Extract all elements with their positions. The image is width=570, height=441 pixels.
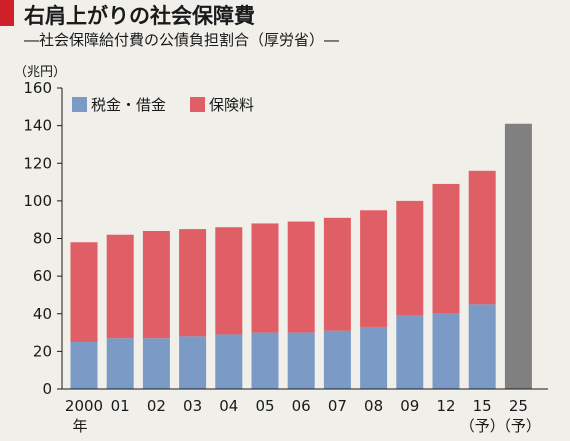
bar-segment-insurance (432, 183, 460, 314)
y-tick-label: 120 (23, 154, 52, 172)
y-tick-label: 140 (23, 117, 52, 135)
x-tick-label: 05 (255, 397, 274, 415)
bar-segment-insurance (396, 200, 424, 316)
legend-label-tax: 税金・借金 (91, 96, 166, 114)
x-tick-sublabel: （予） (460, 417, 505, 435)
bar-segment-insurance (215, 227, 243, 335)
y-tick-label: 20 (33, 342, 52, 360)
y-tick-label: 80 (33, 230, 52, 248)
bar-segment-tax (251, 332, 279, 389)
bar-segment-insurance (106, 234, 134, 339)
bar-segment-tax (323, 330, 351, 389)
x-tick-label: 15 (473, 397, 492, 415)
bar-segment-insurance (360, 210, 388, 327)
bar-segment-tax (215, 334, 243, 389)
bar-segment-tax (70, 341, 98, 389)
bar-segment-tax (468, 304, 496, 389)
y-tick-label: 40 (33, 305, 52, 323)
bar-segment-tax (142, 338, 170, 389)
y-tick-label: 0 (42, 380, 52, 398)
bar-segment-tax (432, 313, 460, 389)
bar-segment-insurance (251, 223, 279, 333)
chart-title: 右肩上がりの社会保障費 (24, 4, 255, 28)
x-tick-sublabel: （予） (496, 417, 541, 435)
bar-total-forecast (504, 123, 532, 390)
x-tick-sublabel: 年 (72, 417, 87, 435)
bar-segment-insurance (179, 229, 207, 337)
bar-segment-tax (179, 336, 207, 389)
title-accent-bar (0, 0, 14, 26)
y-axis-unit-label: （兆円） (14, 65, 66, 80)
x-tick-label: 04 (219, 397, 238, 415)
bar-segment-tax (360, 326, 388, 389)
y-tick-label: 60 (33, 267, 52, 285)
bar-segment-insurance (323, 217, 351, 331)
y-tick-label: 100 (23, 192, 52, 210)
x-tick-label: 06 (292, 397, 311, 415)
x-tick-label: 25 (509, 397, 528, 415)
x-tick-label: 09 (400, 397, 419, 415)
legend-swatch-insurance (190, 97, 205, 112)
x-tick-label: 08 (364, 397, 383, 415)
bar-segment-insurance (142, 230, 170, 339)
x-tick-label: 03 (183, 397, 202, 415)
bar-segment-tax (287, 332, 315, 389)
x-tick-label: 02 (147, 397, 166, 415)
legend-label-insurance: 保険料 (209, 96, 254, 114)
bar-segment-insurance (70, 242, 98, 342)
x-tick-label: 12 (436, 397, 455, 415)
bar-segment-tax (106, 338, 134, 389)
bar-segment-insurance (287, 221, 315, 333)
bar-segment-insurance (468, 170, 496, 305)
x-tick-label: 01 (111, 397, 130, 415)
y-tick-label: 160 (23, 79, 52, 97)
legend-swatch-tax (72, 97, 87, 112)
chart-subtitle: ―社会保障給付費の公債負担割合（厚労省）― (24, 31, 340, 49)
x-tick-label: 07 (328, 397, 347, 415)
bar-segment-tax (396, 315, 424, 389)
x-tick-label: 2000 (65, 397, 103, 415)
